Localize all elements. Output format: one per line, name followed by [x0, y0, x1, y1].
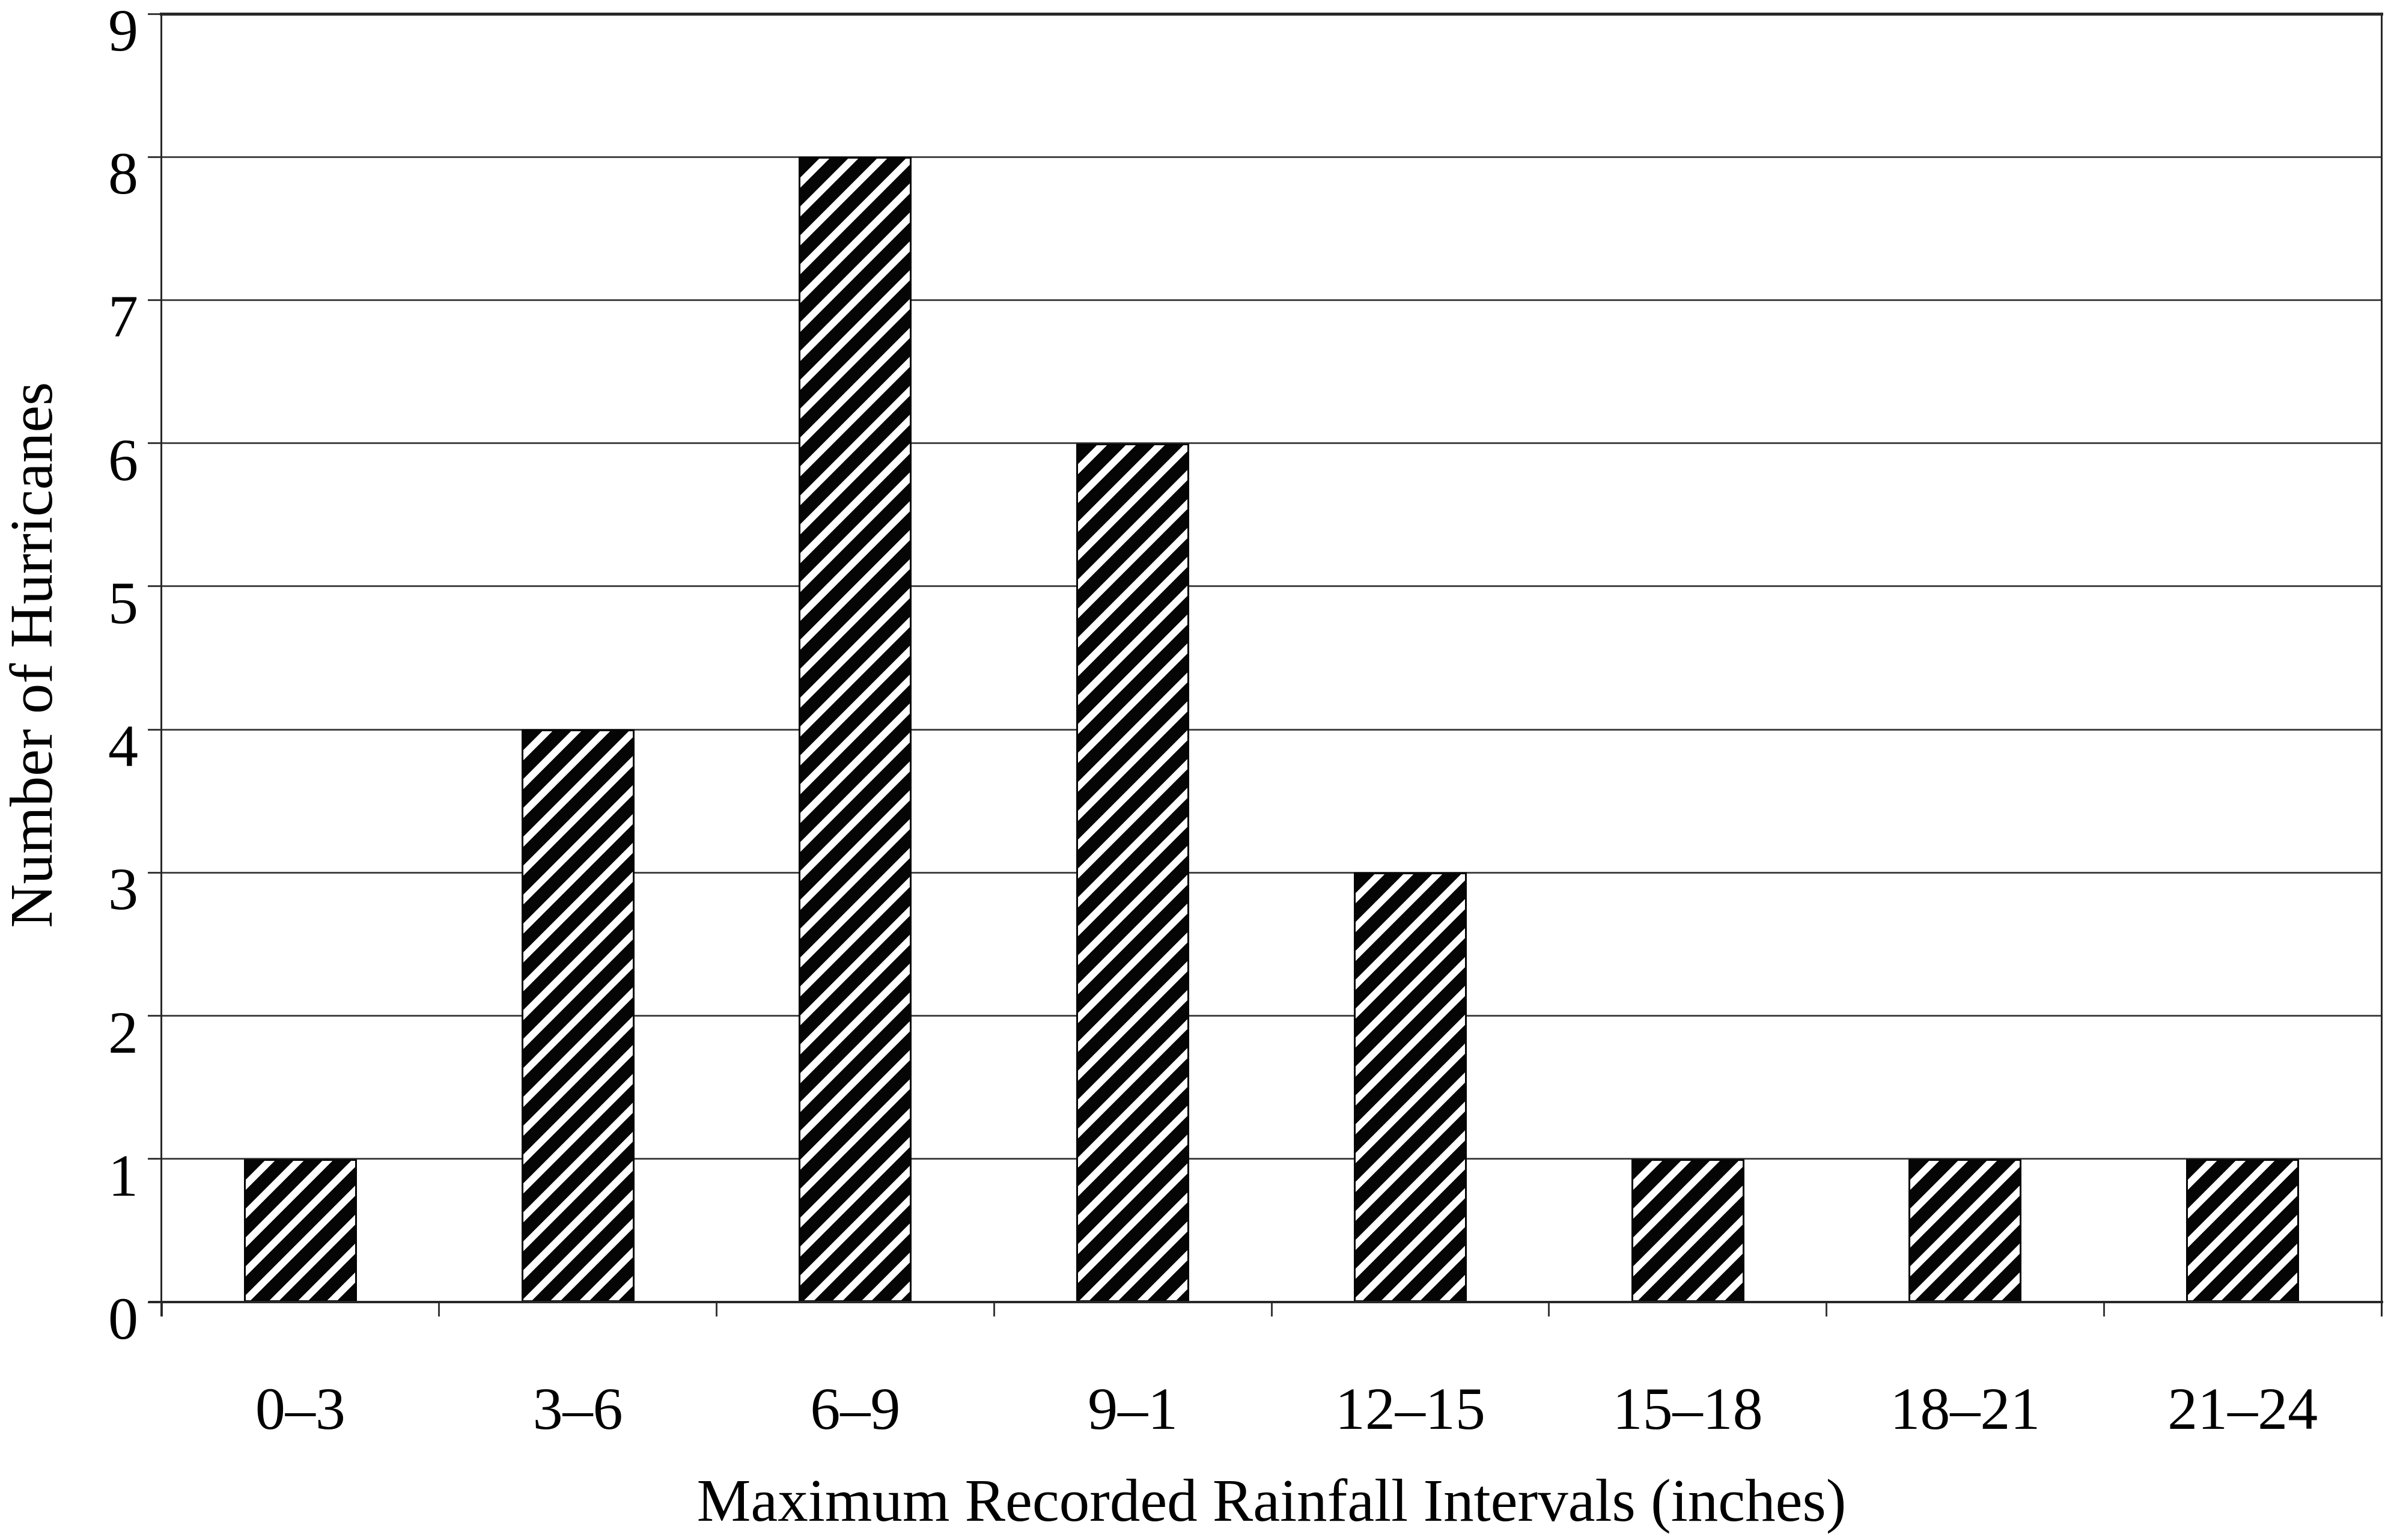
y-axis-tick-5	[148, 585, 160, 588]
x-axis-line	[148, 1301, 2383, 1303]
gridline-y-6	[162, 442, 2381, 445]
x-axis-tick-6	[1826, 1302, 1827, 1316]
bar-15–18	[1631, 1158, 1744, 1302]
x-axis-tick-4	[1270, 1302, 1273, 1316]
plot-right-border	[2381, 13, 2383, 1316]
plot-top-border	[160, 13, 2383, 16]
x-axis-title: Maximum Recorded Rainfall Intervals (inc…	[696, 1467, 1847, 1534]
x-tick-label-21–24: 21–24	[2167, 1375, 2318, 1442]
y-tick-label-0: 0	[108, 1285, 138, 1352]
y-tick-label-2: 2	[108, 999, 138, 1066]
bar-12–15	[1353, 872, 1467, 1302]
x-axis-tick-1	[438, 1302, 440, 1316]
x-tick-label-18–21: 18–21	[1890, 1375, 2041, 1442]
x-axis-tick-3	[993, 1302, 995, 1316]
y-axis-tick-2	[148, 1015, 160, 1017]
x-tick-label-12–15: 12–15	[1335, 1375, 1485, 1442]
y-tick-label-5: 5	[108, 569, 138, 636]
x-tick-label-9–1: 9–1	[1088, 1375, 1178, 1442]
gridline-y-2	[162, 1015, 2381, 1017]
x-axis-tick-5	[1548, 1302, 1550, 1316]
gridline-y-5	[162, 585, 2381, 588]
y-axis-tick-6	[148, 442, 160, 445]
x-tick-label-15–18: 15–18	[1612, 1375, 1763, 1442]
y-tick-label-6: 6	[108, 426, 138, 493]
gridline-y-3	[162, 871, 2381, 874]
bar-18–21	[1908, 1158, 2022, 1302]
gridline-y-8	[162, 156, 2381, 158]
bar-21–24	[2186, 1158, 2300, 1302]
y-axis-tick-8	[148, 156, 160, 158]
y-tick-label-8: 8	[108, 140, 138, 207]
y-axis-line	[160, 13, 162, 1316]
x-tick-label-3–6: 3–6	[532, 1375, 623, 1442]
bar-6–9	[799, 157, 912, 1302]
y-axis-tick-4	[148, 728, 160, 731]
x-tick-label-0–3: 0–3	[255, 1375, 346, 1442]
bar-0–3	[243, 1158, 357, 1302]
gridline-y-7	[162, 299, 2381, 301]
y-axis-tick-3	[148, 871, 160, 874]
bar-9–1	[1076, 443, 1190, 1302]
x-tick-label-6–9: 6–9	[810, 1375, 901, 1442]
y-tick-label-7: 7	[108, 283, 138, 350]
y-tick-label-3: 3	[108, 856, 138, 923]
x-axis-tick-2	[716, 1302, 717, 1316]
gridline-y-4	[162, 728, 2381, 731]
y-tick-label-9: 9	[108, 0, 138, 64]
plot-area	[148, 13, 2383, 1316]
y-axis-tick-7	[148, 299, 160, 301]
y-axis-tick-9	[148, 13, 160, 15]
bar-3–6	[521, 729, 635, 1302]
y-axis-tick-1	[148, 1158, 160, 1160]
x-axis-tick-7	[2103, 1302, 2105, 1316]
gridline-y-1	[162, 1158, 2381, 1160]
y-tick-label-4: 4	[108, 713, 138, 780]
y-tick-label-1: 1	[108, 1142, 138, 1209]
